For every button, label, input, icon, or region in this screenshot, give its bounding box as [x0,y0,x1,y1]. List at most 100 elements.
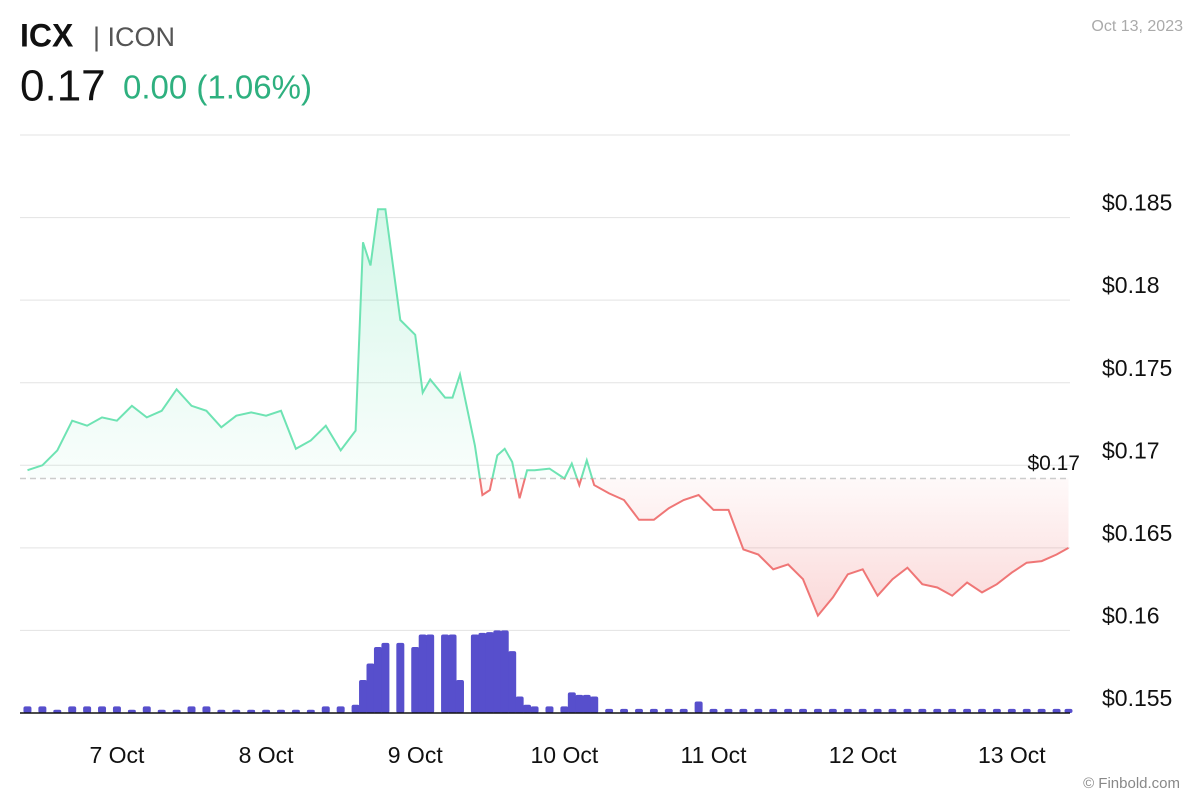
volume-bar [500,630,509,713]
volume-bar [381,642,390,713]
volume-bar [918,708,927,713]
volume-bar [373,646,382,713]
volume-bar [359,679,368,713]
volume-bar [172,709,181,713]
x-tick-label: 9 Oct [388,742,444,768]
volume-bar [523,704,532,713]
y-tick-label: $0.155 [1102,685,1172,711]
volume-bar [455,679,464,713]
volume-bar [1022,708,1031,713]
volume-bar [978,708,987,713]
volume-bar [291,709,300,713]
volume-bar [441,634,450,713]
volume-bar [903,708,912,713]
y-tick-label: $0.185 [1102,190,1172,216]
price: 0.17 [20,62,106,111]
volume-bar [247,709,256,713]
volume-bar [754,708,763,713]
volume-bar [620,708,629,713]
volume-bar [142,706,151,713]
x-tick-label: 8 Oct [239,742,295,768]
volume-bar [366,663,375,713]
volume-bar [709,708,718,713]
volume-bar [769,708,778,713]
volume-bar [426,634,435,713]
volume-bar [739,708,748,713]
volume-bar [515,696,524,713]
volume-bar [418,634,427,713]
price-change: 0.00 (1.06%) [123,69,312,106]
volume-bar [262,709,271,713]
volume-bar [478,632,487,713]
volume-bar [411,646,420,713]
date: Oct 13, 2023 [1091,18,1183,35]
volume-bar [112,706,121,713]
volume-bar [306,709,315,713]
volume-bar [98,706,107,713]
volume-bar [799,708,808,713]
volume-bar [933,708,942,713]
volume-bar [493,630,502,713]
volume-bar [321,706,330,713]
price-area [27,209,1069,616]
volume-bar [694,701,703,713]
volume-bar [448,634,457,713]
volume-bar [396,642,405,713]
volume-bar [202,706,211,713]
volume-bar [277,709,286,713]
volume-bar [68,706,77,713]
asset-name: | ICON [93,22,175,52]
volume-bar [485,632,494,713]
volume-bar [1007,708,1016,713]
volume-bar [679,708,688,713]
volume-bar [23,706,32,713]
y-tick-label: $0.16 [1102,603,1160,629]
y-tick-label: $0.18 [1102,272,1160,298]
ticker: ICX [20,17,74,53]
reference-label: $0.17 [1027,452,1080,475]
volume-bar [157,709,166,713]
volume-bar [575,694,584,713]
volume-bar [873,708,882,713]
volume-bar [545,706,554,713]
x-tick-label: 13 Oct [978,742,1046,768]
volume-bar [1064,708,1073,713]
volume-bar [813,708,822,713]
x-tick-label: 10 Oct [531,742,599,768]
volume-bar [508,651,517,713]
volume-bar [351,704,360,713]
volume-bar [336,706,345,713]
x-tick-label: 12 Oct [829,742,897,768]
source: © Finbold.com [1083,775,1180,792]
volume-bar [567,692,576,713]
y-tick-label: $0.165 [1102,520,1172,546]
volume-bar [83,706,92,713]
volume-bar [888,708,897,713]
volume-bar [187,706,196,713]
volume-bar [724,708,733,713]
volume-bar [1052,708,1061,713]
x-tick-label: 11 Oct [681,742,748,768]
volume-bar [784,708,793,713]
volume-bar [38,706,47,713]
volume-bar [232,709,241,713]
volume-bar [858,708,867,713]
volume-bar [1037,708,1046,713]
price-line [27,208,1069,618]
volume-bar [843,708,852,713]
volume-bar [963,708,972,713]
volume-bar [634,708,643,713]
volume-bar [992,708,1001,713]
volume-bar [127,709,136,713]
volume-bar [590,696,599,713]
volume-bar [605,708,614,713]
volume-bar [649,708,658,713]
volume-bar [664,708,673,713]
volume-bar [948,708,957,713]
volume-bar [560,706,569,713]
volume-bar [582,694,591,713]
y-tick-label: $0.175 [1102,355,1172,381]
x-tick-label: 7 Oct [89,742,145,768]
volume-bar [828,708,837,713]
